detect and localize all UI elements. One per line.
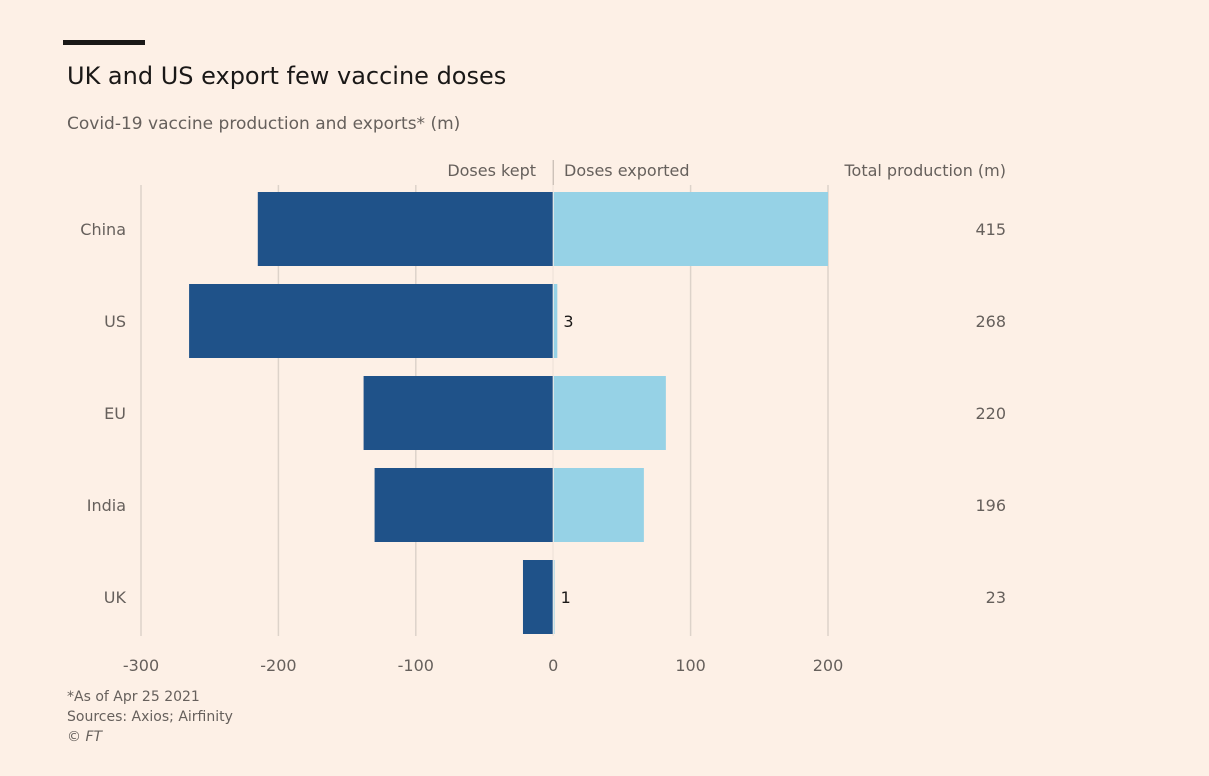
total-value: 220: [975, 404, 1006, 423]
chart-subtitle: Covid-19 vaccine production and exports*…: [67, 114, 460, 134]
x-tick-label: -200: [260, 656, 296, 675]
category-label: India: [87, 496, 126, 515]
footnote-sources: Sources: Axios; Airfinity: [67, 709, 233, 725]
category-label: EU: [104, 404, 126, 423]
bar-doses-exported: [553, 560, 555, 634]
footnote-date: *As of Apr 25 2021: [67, 689, 200, 705]
x-tick-label: 200: [813, 656, 844, 675]
category-label: UK: [104, 588, 127, 607]
total-value: 23: [986, 588, 1006, 607]
total-value: 268: [975, 312, 1006, 331]
category-label: China: [80, 220, 126, 239]
x-tick-label: -100: [398, 656, 434, 675]
chart-title: UK and US export few vaccine doses: [67, 62, 506, 90]
bar-doses-kept: [363, 376, 554, 450]
bar-doses-kept: [257, 192, 554, 266]
bar-doses-exported: [553, 376, 666, 450]
total-header: Total production (m): [843, 161, 1006, 180]
legend-doses-kept: Doses kept: [447, 161, 536, 180]
legend-doses-exported: Doses exported: [564, 161, 690, 180]
x-tick-label: 0: [548, 656, 558, 675]
total-value: 196: [975, 496, 1006, 515]
title-rule: [63, 40, 145, 45]
bar-doses-kept: [522, 560, 554, 634]
bar-doses-kept: [189, 284, 554, 358]
category-label: US: [104, 312, 126, 331]
bar-doses-kept: [374, 468, 554, 542]
bar-doses-exported: [553, 284, 558, 358]
data-label: 1: [561, 588, 571, 607]
x-tick-label: -300: [123, 656, 159, 675]
footnote-copyright: © FT: [67, 729, 104, 745]
bar-doses-exported: [553, 468, 644, 542]
bar-doses-exported: [553, 192, 828, 266]
total-value: 415: [975, 220, 1006, 239]
data-label: 3: [563, 312, 573, 331]
x-tick-label: 100: [675, 656, 706, 675]
